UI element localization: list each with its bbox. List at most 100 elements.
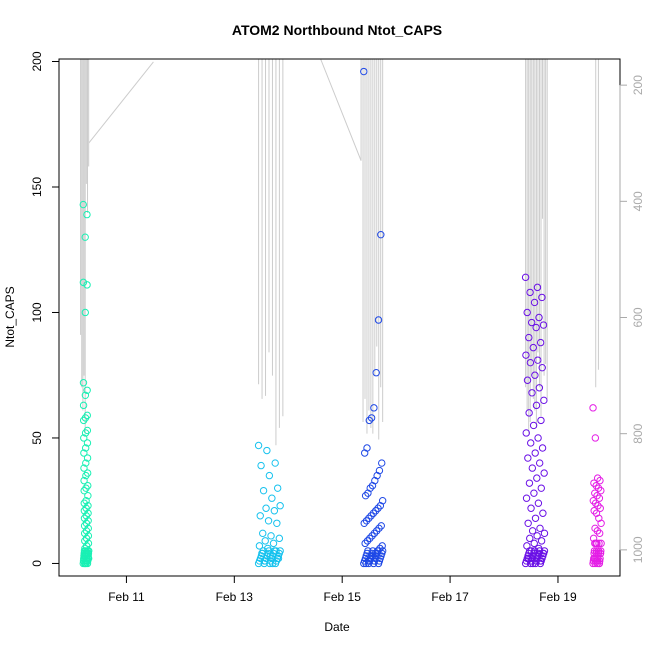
point-s0-21 xyxy=(80,464,88,472)
point-s3-24 xyxy=(537,416,545,425)
point-s3-8 xyxy=(539,321,548,329)
point-s0-4 xyxy=(83,281,91,289)
point-s3-10 xyxy=(525,333,533,342)
point-s2-4 xyxy=(370,404,378,412)
point-s4-4 xyxy=(590,479,598,487)
y2-tick-label-1: 400 xyxy=(631,191,645,211)
point-s0-base-19 xyxy=(84,557,92,565)
point-s0-0 xyxy=(79,200,87,209)
point-s0-19 xyxy=(83,454,92,462)
point-s3-48 xyxy=(533,532,541,540)
y-tick-label-3: 150 xyxy=(30,177,44,197)
point-s4-19 xyxy=(591,524,599,533)
point-s3-32 xyxy=(535,459,544,467)
point-s3-12 xyxy=(529,343,537,352)
point-s3-34 xyxy=(540,469,548,477)
point-s3-7 xyxy=(527,318,536,327)
y-tick-label-4: 200 xyxy=(30,51,44,71)
point-s4-11 xyxy=(589,497,598,505)
point-s4-5 xyxy=(592,481,600,490)
point-s3-27 xyxy=(534,434,542,442)
y-axis: 0 50 100 150 200 xyxy=(30,51,59,567)
point-s2-9 xyxy=(378,459,386,467)
point-s2-1 xyxy=(377,230,385,239)
point-s2-base-5 xyxy=(364,547,372,555)
point-s3-46 xyxy=(528,527,537,535)
point-s1-14 xyxy=(259,529,267,538)
point-s2-33 xyxy=(361,539,369,548)
point-s0-36 xyxy=(80,514,89,522)
point-s4-14 xyxy=(596,504,604,512)
point-s1-15 xyxy=(267,532,275,540)
point-s0-45 xyxy=(81,537,89,545)
point-s2-base-17 xyxy=(374,547,382,555)
point-s4-9 xyxy=(593,491,601,500)
point-s3-33 xyxy=(528,464,537,472)
point-s3-45 xyxy=(536,524,544,533)
point-s1-12 xyxy=(264,517,273,525)
point-s3-22 xyxy=(532,401,541,410)
point-s4-12 xyxy=(591,499,600,507)
point-s2-22 xyxy=(367,512,375,520)
point-s3-21 xyxy=(540,396,548,405)
point-s3-38 xyxy=(530,489,538,497)
point-s0-5 xyxy=(81,308,89,317)
point-s2-32 xyxy=(363,537,372,545)
point-s4-2 xyxy=(593,474,602,482)
point-s0-9 xyxy=(79,401,88,410)
point-s3-17 xyxy=(531,371,539,379)
point-s3-35 xyxy=(533,474,541,482)
point-s2-23 xyxy=(365,514,373,522)
point-s4-7 xyxy=(597,486,605,495)
point-s1-0 xyxy=(254,441,263,450)
point-s0-base-21 xyxy=(84,552,92,560)
point-s3-25 xyxy=(529,421,538,430)
point-s0-2 xyxy=(81,233,89,241)
point-s3-base-17 xyxy=(535,547,544,555)
point-s2-21 xyxy=(369,509,378,517)
point-s3-6 xyxy=(535,313,543,322)
point-s2-20 xyxy=(372,507,380,515)
point-s4-base-20 xyxy=(596,554,604,563)
point-s3-14 xyxy=(534,356,542,364)
point-s3-1 xyxy=(533,283,542,292)
point-s1-10 xyxy=(270,507,279,515)
point-s3-31 xyxy=(524,454,532,462)
point-s3-41 xyxy=(527,504,535,512)
point-s3-4 xyxy=(530,298,539,307)
point-s3-49 xyxy=(526,534,534,543)
point-s2-3 xyxy=(372,369,380,377)
point-s2-16 xyxy=(361,491,370,500)
point-s0-base-18 xyxy=(83,559,92,568)
x-axis: Feb 11 Feb 13 Feb 15 Feb 17 Feb 19 xyxy=(108,576,577,604)
x-axis-label: Date xyxy=(324,620,350,634)
point-s1-13 xyxy=(273,519,281,527)
point-s3-26 xyxy=(522,429,530,437)
point-s0-base-23 xyxy=(84,547,93,555)
y-tick-label-1: 50 xyxy=(30,431,44,445)
point-s1-18 xyxy=(269,539,278,548)
point-s0-1 xyxy=(83,210,91,219)
point-s4-base-17 xyxy=(595,539,603,548)
point-s3-30 xyxy=(531,449,539,457)
point-s1-5 xyxy=(273,484,282,492)
x-tick-label-3: Feb 17 xyxy=(431,590,469,604)
point-s1-16 xyxy=(275,534,284,543)
point-s1-6 xyxy=(259,486,268,495)
point-s3-40 xyxy=(534,499,543,507)
secondary-connector-0 xyxy=(88,61,154,144)
x-tick-label-4: Feb 19 xyxy=(539,590,577,604)
point-s4-base-21 xyxy=(596,549,605,558)
point-s4-10 xyxy=(595,494,604,502)
x-tick-label-2: Feb 15 xyxy=(324,590,362,604)
point-s0-20 xyxy=(82,459,90,467)
point-s1-9 xyxy=(262,504,270,512)
point-s0-30 xyxy=(80,499,88,507)
point-s1-7 xyxy=(268,494,276,502)
point-s2-2 xyxy=(374,316,383,324)
point-s0-12 xyxy=(79,416,88,425)
point-s3-29 xyxy=(538,444,547,452)
point-s3-5 xyxy=(523,308,531,317)
point-s3-11 xyxy=(536,338,545,347)
point-s0-18 xyxy=(80,449,88,457)
